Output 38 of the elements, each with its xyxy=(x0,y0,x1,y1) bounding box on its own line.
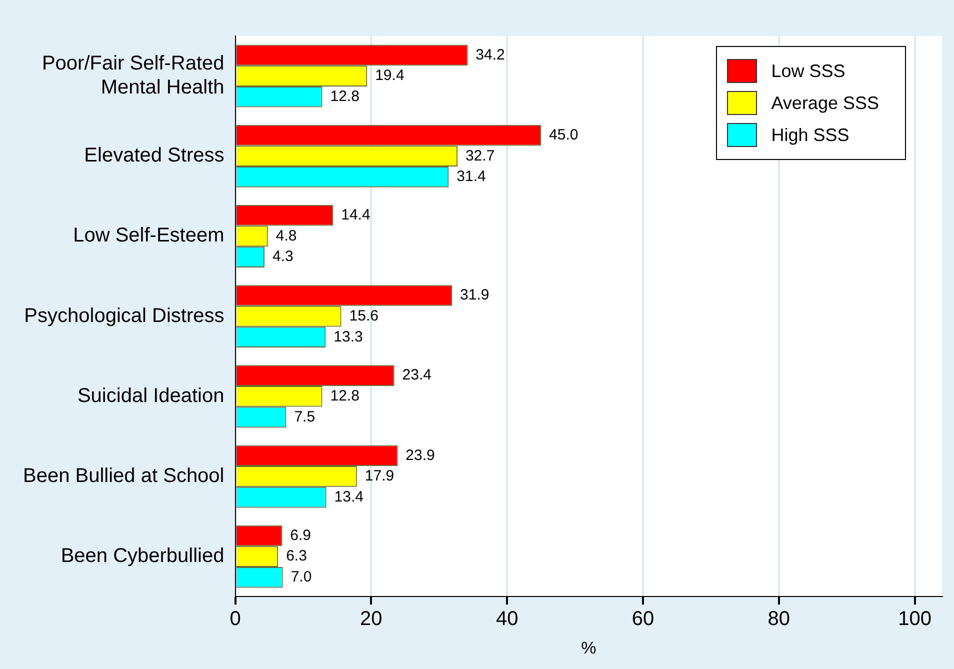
x-tick-label: 40 xyxy=(496,608,518,630)
data-label: 7.0 xyxy=(290,568,312,586)
x-tick-label: 60 xyxy=(632,608,654,630)
legend-label: Average SSS xyxy=(771,92,879,114)
y-tick-label: Low Self-Esteem xyxy=(73,224,224,247)
data-label: 31.4 xyxy=(456,168,486,186)
data-label: 32.7 xyxy=(465,147,495,164)
legend-label: High SSS xyxy=(771,124,850,146)
x-axis-title: % xyxy=(581,638,596,658)
data-label: 6.3 xyxy=(286,548,307,565)
x-tick-label: 20 xyxy=(360,608,382,630)
data-label: 15.6 xyxy=(349,307,378,324)
data-label: 12.8 xyxy=(330,88,360,106)
y-tick-label: Been Cyberbullied xyxy=(60,545,224,568)
data-label: 34.2 xyxy=(476,46,505,64)
data-label: 4.3 xyxy=(272,248,294,266)
data-label: 17.9 xyxy=(364,468,394,485)
data-label: 4.8 xyxy=(276,227,297,244)
y-tick-label: Poor/Fair Self-Rated Mental Health xyxy=(42,52,224,99)
y-tick-label: Been Bullied at School xyxy=(23,464,224,487)
data-label: 23.4 xyxy=(402,366,432,384)
data-label: 12.8 xyxy=(330,388,360,405)
x-tick-label: 100 xyxy=(898,608,932,630)
data-label: 13.3 xyxy=(334,328,363,346)
data-label: 7.5 xyxy=(294,408,316,426)
data-label: 23.9 xyxy=(406,446,435,464)
data-label: 6.9 xyxy=(290,526,311,544)
data-label: 45.0 xyxy=(549,126,578,144)
y-tick-label: Psychological Distress xyxy=(24,304,224,327)
x-tick-label: 0 xyxy=(230,608,241,630)
data-label: 31.9 xyxy=(460,286,490,304)
legend-label: Low SSS xyxy=(771,60,846,82)
y-tick-label: Elevated Stress xyxy=(84,144,224,167)
x-tick-label: 80 xyxy=(768,608,790,630)
data-label: 14.4 xyxy=(341,206,370,224)
data-label: 13.4 xyxy=(334,488,364,506)
data-label: 19.4 xyxy=(375,67,404,84)
y-tick-label: Suicidal Ideation xyxy=(77,384,224,407)
